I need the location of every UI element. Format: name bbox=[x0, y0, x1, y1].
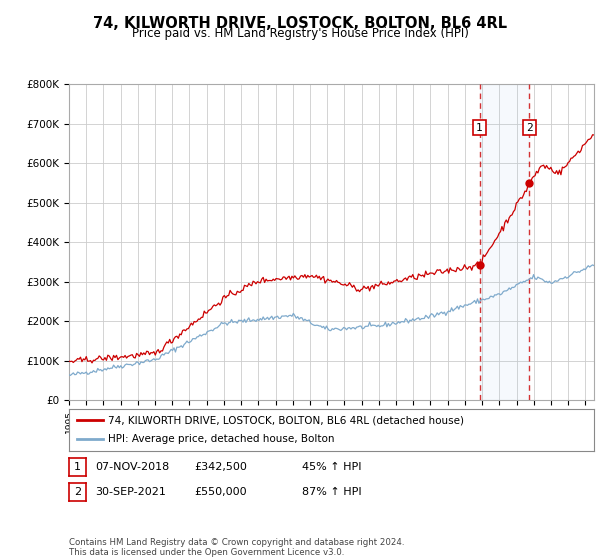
Text: 30-SEP-2021: 30-SEP-2021 bbox=[95, 487, 166, 497]
Text: 1: 1 bbox=[74, 462, 81, 472]
Text: 87% ↑ HPI: 87% ↑ HPI bbox=[302, 487, 361, 497]
Text: 74, KILWORTH DRIVE, LOSTOCK, BOLTON, BL6 4RL (detached house): 74, KILWORTH DRIVE, LOSTOCK, BOLTON, BL6… bbox=[109, 415, 464, 425]
Text: £550,000: £550,000 bbox=[194, 487, 247, 497]
Text: 2: 2 bbox=[526, 123, 533, 133]
Text: £342,500: £342,500 bbox=[194, 462, 247, 472]
Text: 07-NOV-2018: 07-NOV-2018 bbox=[95, 462, 169, 472]
Text: HPI: Average price, detached house, Bolton: HPI: Average price, detached house, Bolt… bbox=[109, 435, 335, 445]
Text: 1: 1 bbox=[476, 123, 483, 133]
Text: 2: 2 bbox=[74, 487, 81, 497]
Text: 45% ↑ HPI: 45% ↑ HPI bbox=[302, 462, 361, 472]
Bar bbox=[479, 84, 529, 400]
Text: Price paid vs. HM Land Registry's House Price Index (HPI): Price paid vs. HM Land Registry's House … bbox=[131, 27, 469, 40]
Text: Contains HM Land Registry data © Crown copyright and database right 2024.
This d: Contains HM Land Registry data © Crown c… bbox=[69, 538, 404, 557]
Text: 74, KILWORTH DRIVE, LOSTOCK, BOLTON, BL6 4RL: 74, KILWORTH DRIVE, LOSTOCK, BOLTON, BL6… bbox=[93, 16, 507, 31]
